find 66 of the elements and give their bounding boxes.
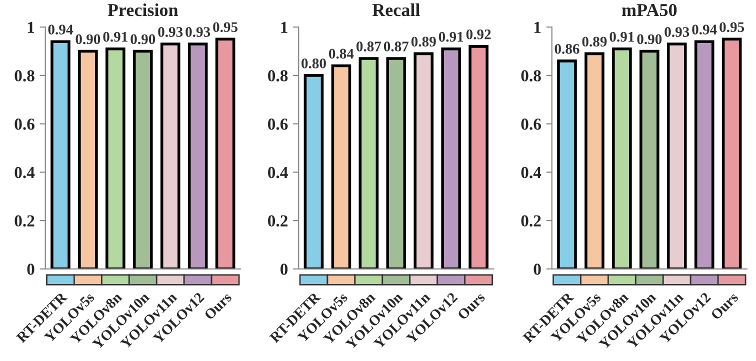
- bar: [78, 50, 98, 269]
- x-tick-label: Ours: [457, 292, 486, 320]
- data-label: 0.86: [554, 44, 580, 54]
- bar: [441, 47, 461, 269]
- data-label: 0.87: [384, 42, 409, 52]
- y-tick-label: 0.2: [14, 215, 34, 227]
- chart-title: Recall: [372, 3, 420, 16]
- bar: [612, 47, 632, 269]
- chart-title: Precision: [108, 3, 178, 16]
- data-label: 0.92: [466, 29, 491, 40]
- bar: [358, 57, 379, 269]
- bar: [584, 52, 604, 269]
- x-tick-label: Ours: [710, 292, 739, 320]
- data-label: 0.95: [720, 22, 744, 32]
- y-tick-label: 1: [281, 22, 288, 33]
- data-label: 0.93: [186, 27, 210, 37]
- y-tick-label: 0.8: [268, 70, 288, 82]
- data-label: 0.87: [356, 42, 382, 52]
- bar: [468, 45, 488, 269]
- data-label: 0.94: [692, 24, 717, 35]
- bar: [557, 60, 577, 269]
- y-tick-label: 0.4: [14, 166, 35, 178]
- bar: [160, 42, 180, 269]
- y-tick-label: 0.6: [521, 118, 541, 130]
- bar: [304, 74, 324, 269]
- bar: [386, 57, 406, 269]
- y-tick-label: 0: [280, 264, 288, 275]
- data-label: 0.95: [213, 22, 238, 32]
- bar: [414, 52, 434, 269]
- data-label: 0.91: [610, 32, 634, 42]
- bar: [188, 42, 208, 269]
- y-tick-label: 0.4: [268, 166, 288, 178]
- y-tick-label: 1: [28, 22, 34, 33]
- bar: [694, 40, 714, 269]
- data-label: 0.93: [158, 27, 183, 37]
- data-label: 0.93: [664, 27, 690, 37]
- y-tick-label: 0.4: [521, 166, 542, 178]
- bar: [215, 38, 236, 269]
- bar: [331, 64, 352, 269]
- y-tick-label: 0: [27, 264, 34, 275]
- data-label: 0.91: [438, 32, 464, 42]
- y-tick-label: 0.8: [521, 70, 541, 82]
- data-label: 0.94: [48, 24, 73, 35]
- y-tick-label: 0.2: [521, 215, 541, 227]
- y-tick-label: 0: [534, 264, 541, 275]
- data-label: 0.90: [130, 34, 156, 44]
- y-tick-label: 0.2: [268, 215, 288, 227]
- data-label: 0.89: [582, 36, 607, 47]
- data-label: 0.90: [637, 34, 662, 44]
- bar: [106, 47, 126, 269]
- y-tick-label: 0.6: [268, 118, 288, 130]
- y-tick-label: 0.8: [14, 70, 34, 82]
- bar: [640, 50, 660, 269]
- data-label: 0.90: [76, 34, 100, 44]
- chart-title: mPA50: [622, 4, 677, 16]
- bar: [132, 50, 153, 269]
- data-label: 0.84: [328, 48, 354, 59]
- data-label: 0.91: [103, 32, 128, 42]
- y-tick-label: 1: [534, 22, 541, 33]
- bar: [722, 38, 742, 269]
- x-tick-label: Ours: [204, 292, 232, 320]
- bar: [666, 42, 687, 269]
- y-tick-label: 0.6: [14, 118, 34, 130]
- bar: [50, 40, 70, 269]
- data-label: 0.80: [302, 58, 326, 68]
- data-label: 0.89: [411, 36, 436, 47]
